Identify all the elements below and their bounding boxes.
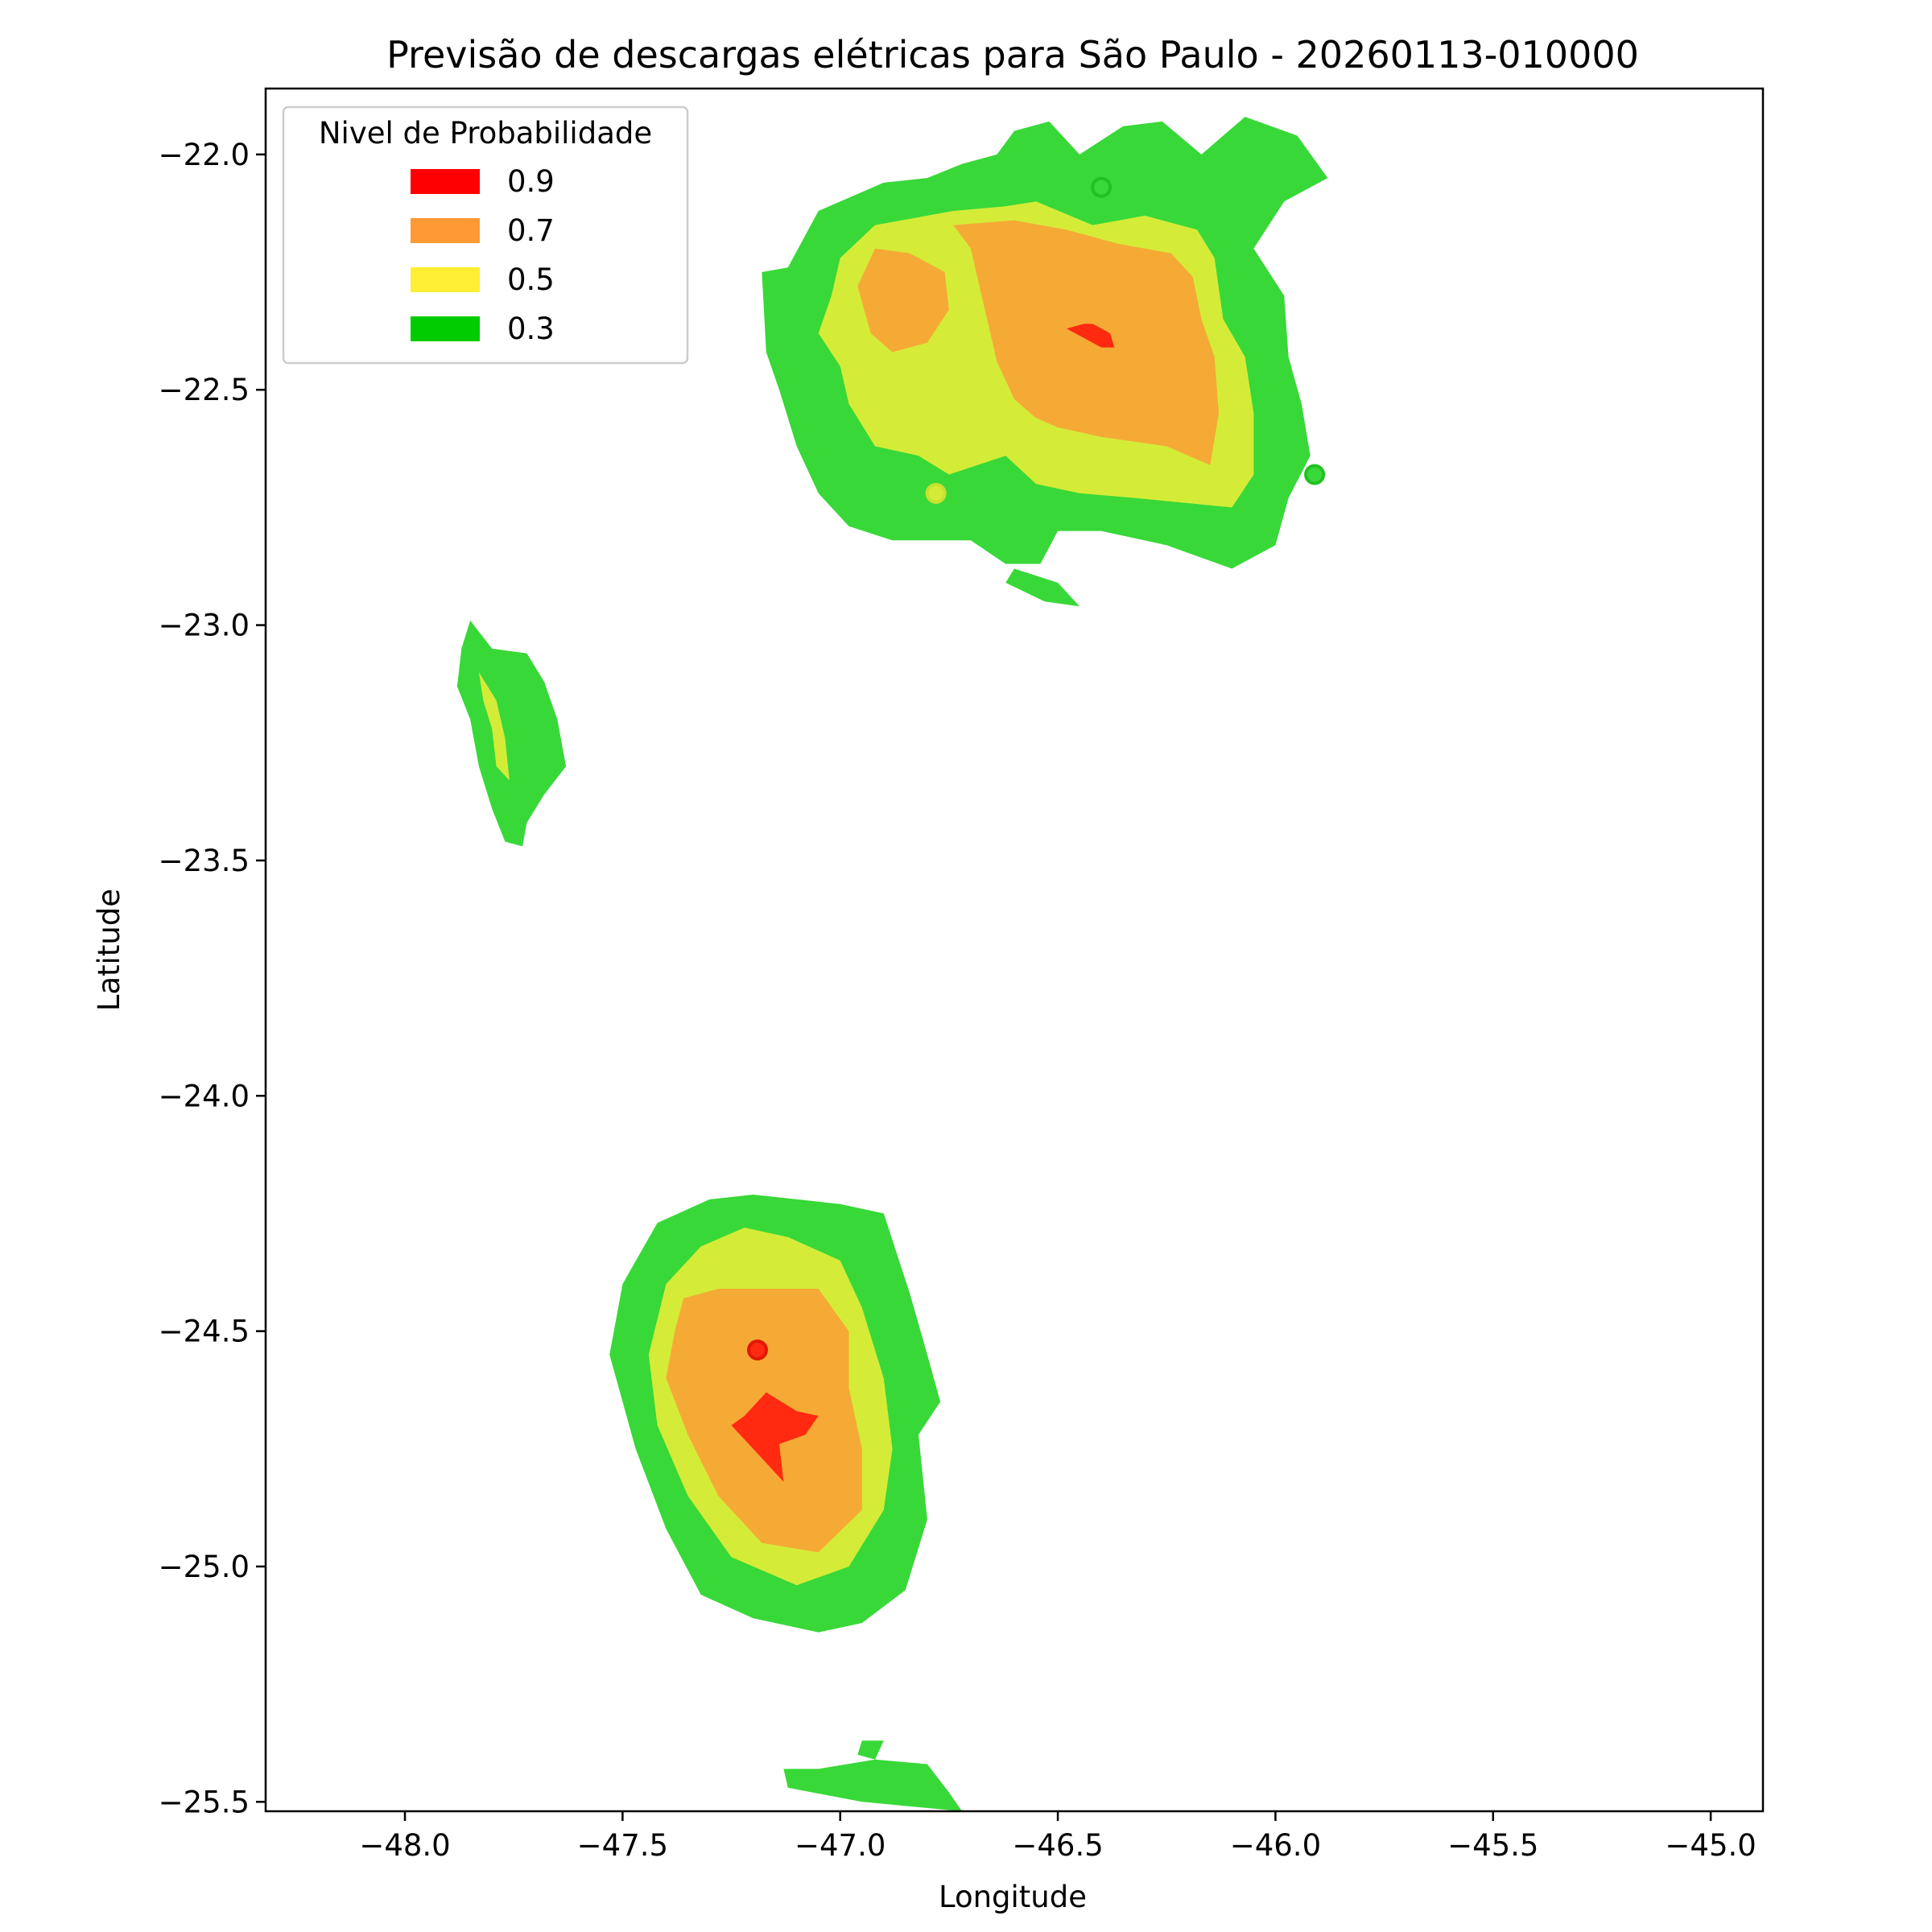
north-cell-west-0.7 — [857, 248, 949, 353]
point-north-top — [1091, 176, 1113, 198]
contour-regions — [456, 117, 1328, 1811]
south-fragment-b-0.3 — [783, 1759, 963, 1811]
legend-swatch — [411, 218, 480, 243]
y-tick-label: −25.0 — [159, 1550, 250, 1584]
plot-area — [264, 87, 1765, 1813]
legend-label: 0.5 — [507, 262, 555, 297]
legend-label: 0.3 — [507, 312, 555, 346]
legend-label: 0.7 — [507, 213, 555, 248]
y-axis-ticks: −22.0 −22.5 −23.0 −23.5 −24.0 −24.5 −25.0 −25.5 — [159, 138, 266, 1819]
west-cell-0.3 — [456, 620, 567, 847]
x-tick-label: −46.5 — [1012, 1828, 1103, 1863]
x-axis-ticks: −48.0 −47.5 −47.0 −46.5 −46.0 −45.5 −45.0 — [359, 1811, 1757, 1863]
legend-box — [282, 105, 689, 365]
x-axis-label: Longitude — [939, 1880, 1087, 1914]
west-cell-0.5 — [478, 672, 510, 781]
x-tick-label: −47.5 — [577, 1828, 668, 1863]
north-cell-0.9 — [1066, 324, 1115, 348]
plot-frame — [264, 87, 1765, 1813]
legend-label: 0.9 — [507, 164, 555, 199]
x-tick-label: −46.0 — [1230, 1828, 1321, 1863]
y-tick-label: −23.5 — [159, 844, 250, 878]
y-tick-label: −22.0 — [159, 138, 250, 172]
legend-entries: 0.9 0.7 0.5 0.3 — [411, 164, 555, 346]
south-cell-0.9 — [731, 1392, 819, 1482]
contour-points — [746, 176, 1326, 1360]
y-tick-label: −23.0 — [159, 609, 250, 643]
legend-swatch — [411, 169, 480, 194]
chart-title: Previsão de descargas elétricas para São… — [386, 33, 1639, 76]
south-fragment-a-0.3 — [857, 1740, 884, 1760]
point-south — [746, 1339, 768, 1360]
north-cell-0.7 — [953, 220, 1220, 465]
x-tick-label: −45.5 — [1447, 1828, 1538, 1863]
y-tick-label: −22.5 — [159, 373, 250, 407]
y-tick-label: −24.0 — [159, 1079, 250, 1113]
legend: Nivel de Probabilidade 0.9 0.7 0.5 0.3 — [282, 105, 689, 365]
point-north-east — [1304, 464, 1326, 485]
point-north-south — [925, 482, 947, 504]
x-tick-label: −48.0 — [359, 1828, 450, 1863]
y-tick-label: −24.5 — [159, 1315, 250, 1349]
y-axis-label: Latitude — [92, 889, 126, 1011]
x-tick-label: −47.0 — [795, 1828, 886, 1863]
y-tick-label: −25.5 — [159, 1785, 250, 1819]
legend-title: Nivel de Probabilidade — [319, 116, 652, 151]
legend-swatch — [411, 267, 480, 292]
x-tick-label: −45.0 — [1665, 1828, 1756, 1863]
north-cell-tail-0.3 — [1005, 568, 1080, 607]
legend-swatch — [411, 316, 480, 341]
